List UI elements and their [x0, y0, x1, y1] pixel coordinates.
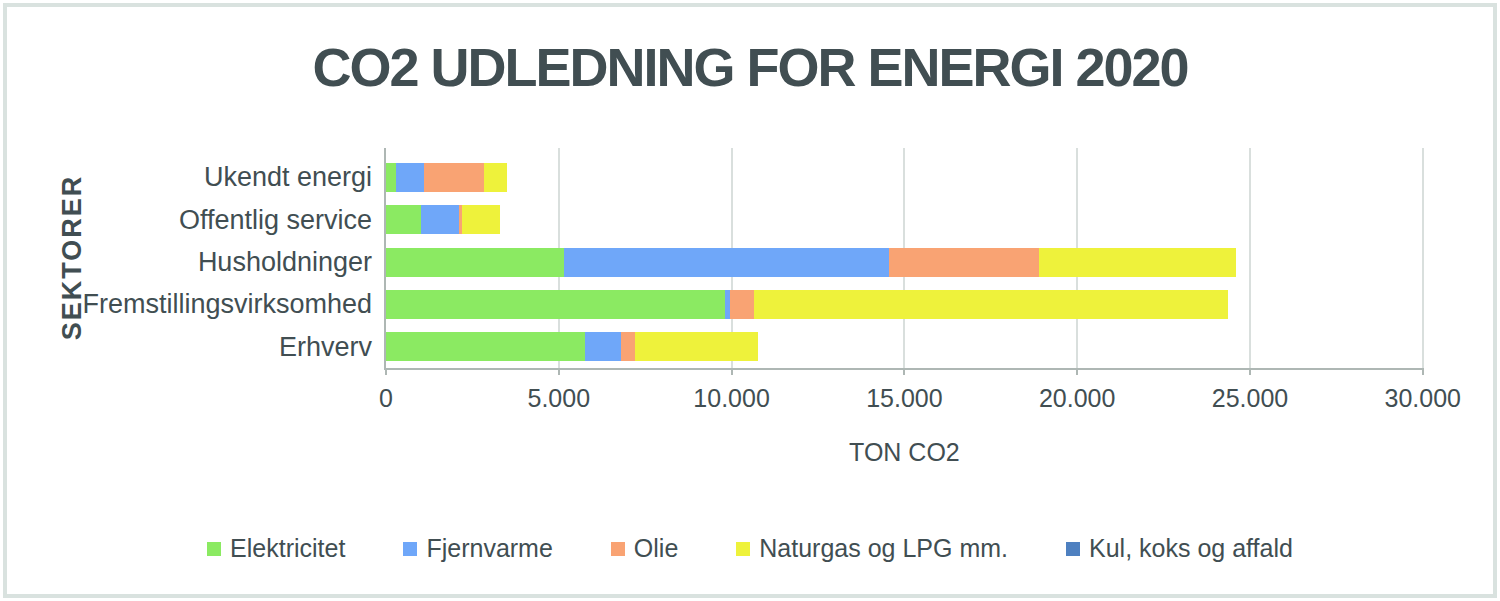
x-tick-label: 15.000 — [844, 384, 964, 413]
legend-swatch-icon — [207, 542, 221, 556]
bar-segment-fjernvarme — [564, 248, 889, 277]
legend-item-elektricitet: Elektricitet — [207, 534, 345, 563]
x-tick-label: 20.000 — [1017, 384, 1137, 413]
legend-label: Naturgas og LPG mm. — [759, 534, 1008, 563]
legend-item-fjernvarme: Fjernvarme — [403, 534, 552, 563]
x-tick-label: 10.000 — [672, 384, 792, 413]
legend-item-kul-koks-og-affald: Kul, koks og affald — [1066, 534, 1293, 563]
x-tick-label: 25.000 — [1190, 384, 1310, 413]
legend-swatch-icon — [1066, 542, 1080, 556]
bar-segment-olie — [621, 332, 635, 361]
category-label: Fremstillingsvirksomhed — [32, 288, 372, 320]
legend-swatch-icon — [611, 542, 625, 556]
x-axis-title: TON CO2 — [386, 438, 1423, 467]
legend-swatch-icon — [403, 542, 417, 556]
bar-segment-elektricitet — [386, 248, 564, 277]
category-label: Ukendt energi — [32, 161, 372, 193]
legend-label: Olie — [634, 534, 678, 563]
bar-segment-naturgas-og-lpg-mm — [462, 205, 500, 234]
bar-segment-olie — [889, 248, 1039, 277]
bar-segment-naturgas-og-lpg-mm — [754, 290, 1227, 319]
legend-swatch-icon — [736, 542, 750, 556]
chart-title: CO2 UDLEDNING FOR ENERGI 2020 — [0, 36, 1500, 98]
category-label: Erhverv — [32, 331, 372, 363]
bar-segment-elektricitet — [386, 163, 396, 192]
gridline — [1249, 148, 1251, 368]
x-tick-label: 5.000 — [499, 384, 619, 413]
legend-item-naturgas-og-lpg-mm: Naturgas og LPG mm. — [736, 534, 1008, 563]
category-label: Offentlig service — [32, 204, 372, 236]
legend: Elektricitet Fjernvarme Olie Naturgas og LP… — [0, 534, 1500, 563]
bar-segment-olie — [424, 163, 484, 192]
bar-segment-naturgas-og-lpg-mm — [484, 163, 506, 192]
legend-label: Elektricitet — [230, 534, 345, 563]
legend-item-olie: Olie — [611, 534, 678, 563]
gridline — [1422, 148, 1424, 368]
bar-segment-olie — [730, 290, 754, 319]
legend-label: Fjernvarme — [426, 534, 552, 563]
bar-segment-fjernvarme — [396, 163, 424, 192]
x-axis-line — [384, 368, 1423, 370]
category-label: Husholdninger — [32, 246, 372, 278]
bar-segment-fjernvarme — [421, 205, 459, 234]
legend-label: Kul, koks og affald — [1089, 534, 1293, 563]
chart-canvas: CO2 UDLEDNING FOR ENERGI 2020 SEKTORER T… — [0, 0, 1500, 601]
bar-segment-naturgas-og-lpg-mm — [1039, 248, 1236, 277]
x-tick-label: 30.000 — [1363, 384, 1483, 413]
bar-segment-elektricitet — [386, 290, 725, 319]
bar-segment-elektricitet — [386, 205, 421, 234]
x-tick-label: 0 — [326, 384, 446, 413]
bar-segment-fjernvarme — [585, 332, 621, 361]
bar-segment-naturgas-og-lpg-mm — [635, 332, 758, 361]
bar-segment-elektricitet — [386, 332, 585, 361]
